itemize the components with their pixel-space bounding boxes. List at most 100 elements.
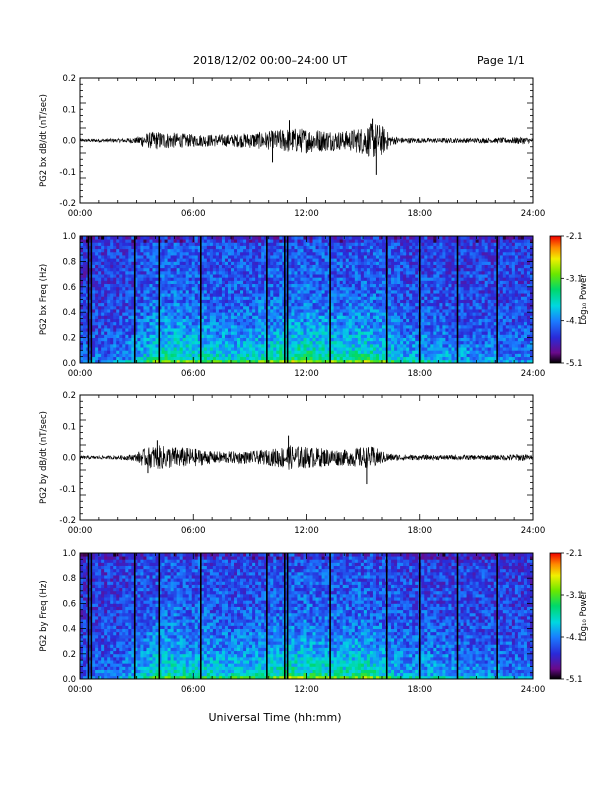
spectrogram-cell bbox=[276, 359, 280, 364]
spectrogram-cell bbox=[80, 350, 84, 354]
spectrogram-cell bbox=[170, 299, 175, 304]
spectrogram-cell bbox=[119, 245, 123, 250]
spectrogram-cell bbox=[388, 236, 392, 240]
spectrogram-cell bbox=[101, 328, 105, 332]
spectrogram-cell bbox=[372, 236, 377, 240]
spectrogram-cell bbox=[140, 286, 144, 291]
spectrogram-cell bbox=[391, 302, 395, 307]
spectrogram-cell bbox=[406, 350, 410, 354]
spectrogram-cell bbox=[237, 270, 241, 275]
spectrogram-cell bbox=[80, 267, 84, 272]
spectrogram-cell bbox=[152, 318, 156, 323]
spectrogram-cell bbox=[258, 309, 262, 313]
spectrogram-cell bbox=[306, 255, 310, 259]
spectrogram-cell bbox=[279, 299, 283, 304]
spectrogram-cell bbox=[206, 267, 211, 272]
spectrogram-cell bbox=[243, 286, 247, 291]
spectrogram-cell bbox=[194, 242, 199, 246]
spectrogram-cell bbox=[137, 312, 141, 316]
spectrogram-cell bbox=[279, 315, 283, 319]
spectrogram-cell bbox=[261, 255, 265, 259]
spectrogram-cell bbox=[312, 347, 316, 351]
spectrogram-cell bbox=[318, 350, 322, 354]
spectrogram-cell bbox=[318, 248, 322, 253]
spectrogram-cell bbox=[318, 289, 322, 294]
spectrogram-cell bbox=[170, 343, 175, 348]
spectrogram-cell bbox=[339, 283, 344, 288]
spectrogram-cell bbox=[140, 309, 144, 313]
spectrogram-cell bbox=[249, 353, 253, 358]
spectrogram-cell bbox=[95, 302, 99, 307]
spectrogram-cell bbox=[345, 312, 350, 316]
spectrogram-cell bbox=[397, 343, 401, 348]
spectrogram-cell bbox=[212, 315, 217, 319]
spectrogram-cell bbox=[330, 236, 335, 240]
spectrogram-cell bbox=[182, 280, 187, 285]
spectrogram-cell bbox=[388, 343, 392, 348]
spectrogram-cell bbox=[415, 312, 419, 316]
spectrogram-cell bbox=[324, 305, 329, 310]
spectrogram-cell bbox=[140, 261, 144, 265]
spectrogram-cell bbox=[424, 356, 428, 361]
spectrogram-cell bbox=[288, 343, 292, 348]
spectrogram-cell bbox=[342, 280, 347, 285]
spectrogram-cell bbox=[291, 286, 295, 291]
spectrogram-cell bbox=[83, 337, 87, 342]
spectrogram-cell bbox=[336, 283, 341, 288]
spectrogram-cell bbox=[231, 248, 235, 253]
spectrogram-cell bbox=[243, 255, 247, 259]
spectrogram-cell bbox=[321, 315, 326, 319]
spectrogram-cell bbox=[246, 280, 250, 285]
spectrogram-cell bbox=[209, 337, 214, 342]
spectrogram-cell bbox=[424, 324, 428, 329]
spectrogram-cell bbox=[436, 258, 440, 262]
spectrogram-cell bbox=[318, 347, 322, 351]
spectrogram-cell bbox=[345, 245, 350, 250]
spectrogram-cell bbox=[366, 318, 371, 323]
spectrogram-cell bbox=[221, 359, 226, 364]
spectrogram-cell bbox=[188, 261, 193, 265]
spectrogram-cell bbox=[158, 353, 162, 358]
spectrogram-cell bbox=[348, 321, 353, 326]
spectrogram-cell bbox=[179, 277, 184, 281]
spectrogram-cell bbox=[197, 359, 202, 364]
spectrogram-cell bbox=[375, 343, 380, 348]
spectrogram-cell bbox=[406, 296, 410, 300]
spectrogram-cell bbox=[415, 255, 419, 259]
spectrogram-cell bbox=[297, 318, 301, 323]
spectrogram-cell bbox=[403, 347, 407, 351]
spectrogram-cell bbox=[394, 350, 398, 354]
spectrogram-cell bbox=[80, 340, 84, 345]
spectrogram-cell bbox=[98, 350, 102, 354]
spectrogram-cell bbox=[276, 309, 280, 313]
spectrogram-cell bbox=[92, 277, 96, 281]
spectrogram-cell bbox=[366, 359, 371, 364]
spectrogram-cell bbox=[110, 305, 114, 310]
spectrogram-cell bbox=[125, 286, 129, 291]
spectrogram-cell bbox=[409, 299, 413, 304]
spectrogram-cell bbox=[415, 270, 419, 275]
spectrogram-cell bbox=[351, 343, 356, 348]
spectrogram-cell bbox=[309, 305, 313, 310]
spectrogram-cell bbox=[234, 283, 238, 288]
spectrogram-cell bbox=[412, 264, 416, 269]
spectrogram-cell bbox=[315, 321, 319, 326]
spectrogram-cell bbox=[439, 283, 443, 288]
spectrogram-cell bbox=[360, 356, 365, 361]
spectrogram-cell bbox=[415, 239, 419, 243]
spectrogram-cell bbox=[161, 270, 165, 275]
spectrogram-cell bbox=[303, 302, 307, 307]
spectrogram-cell bbox=[143, 239, 147, 243]
spectrogram-cell bbox=[375, 309, 380, 313]
spectrogram-cell bbox=[291, 328, 295, 332]
spectrogram-cell bbox=[267, 296, 271, 300]
spectrogram-cell bbox=[101, 236, 105, 240]
spectrogram-cell bbox=[333, 334, 338, 338]
spectrogram-cell bbox=[357, 353, 362, 358]
spectrogram-cell bbox=[406, 305, 410, 310]
spectrogram-cell bbox=[330, 337, 335, 342]
spectrogram-cell bbox=[152, 347, 156, 351]
spectrogram-cell bbox=[122, 270, 126, 275]
spectrogram-cell bbox=[98, 353, 102, 358]
spectrogram-cell bbox=[400, 347, 404, 351]
